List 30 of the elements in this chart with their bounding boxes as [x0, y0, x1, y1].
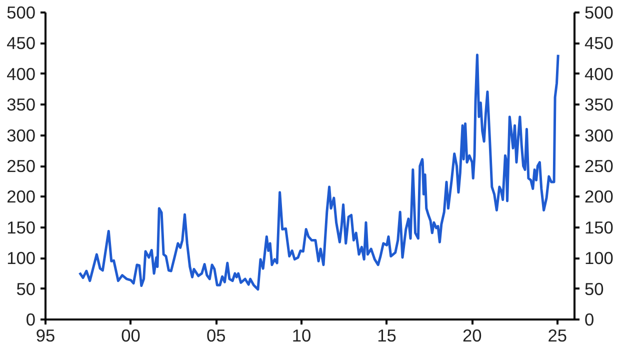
x-tick-label: 15 [377, 326, 396, 346]
y2-tick-label: 100 [584, 248, 614, 268]
y-tick-label: 100 [6, 248, 36, 268]
y2-tick-label: 500 [584, 2, 614, 22]
y-tick-label: 200 [6, 186, 36, 207]
y-tick-label: 450 [6, 33, 36, 54]
y2-tick-label: 300 [584, 125, 614, 146]
y2-tick-label: 250 [584, 156, 614, 176]
y2-tick-label: 400 [584, 64, 614, 84]
x-tick-label: 95 [36, 326, 56, 346]
y-tick-label: 50 [16, 278, 36, 299]
x-tick-label: 05 [206, 326, 226, 346]
line-series [78, 54, 560, 291]
y-tick-label: 250 [6, 156, 36, 176]
x-tick-label: 10 [292, 326, 312, 346]
y-tick-label: 0 [26, 310, 36, 330]
y2-tick-label: 200 [584, 186, 614, 207]
y-tick-label: 150 [6, 217, 36, 238]
y2-tick-label: 0 [584, 310, 594, 330]
y-tick-label: 400 [6, 64, 36, 84]
y-tick-label: 500 [6, 2, 36, 22]
y2-tick-label: 150 [584, 217, 614, 238]
y-tick-label: 350 [6, 94, 36, 115]
y-tick-label: 300 [6, 125, 36, 146]
x-tick-label: 25 [548, 326, 568, 346]
x-tick-label: 20 [462, 326, 482, 346]
y2-tick-label: 450 [584, 33, 614, 54]
y2-tick-label: 50 [584, 278, 604, 299]
y2-tick-label: 350 [584, 94, 614, 115]
x-tick-label: 00 [121, 326, 140, 346]
